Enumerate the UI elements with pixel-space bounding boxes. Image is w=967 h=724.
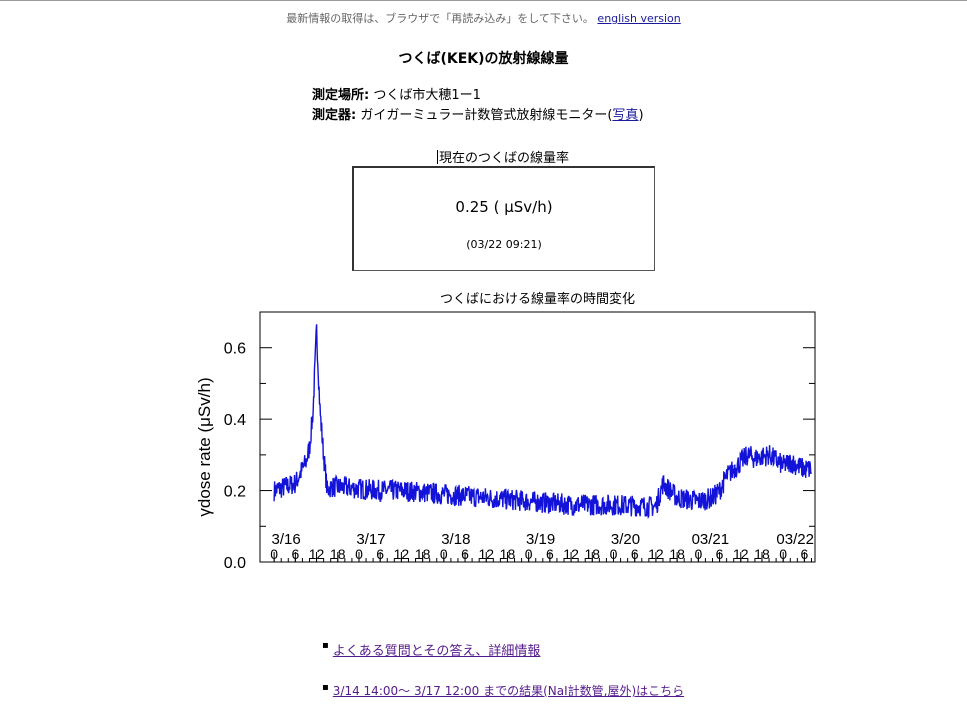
reload-notice-text: 最新情報の取得は、ブラウザで「再読み込み」をして下さい。 bbox=[286, 12, 594, 25]
current-dose-value: 0.25 ( μSv/h) bbox=[455, 198, 553, 216]
dose-rate-chart: 0.0 0.2 0.4 0.6 γdose rate (μSv/h) 3/16 3/17 3/… bbox=[195, 311, 816, 572]
x-date-label: 03/21 bbox=[692, 531, 730, 548]
x-hour-label: 12 bbox=[478, 546, 494, 562]
x-hour-label: 18 bbox=[500, 546, 516, 562]
x-hour-label: 18 bbox=[585, 546, 601, 562]
location-label: 測定場所: bbox=[312, 88, 370, 103]
dose-rate-series-line bbox=[273, 324, 812, 520]
current-dose-timestamp: (03/22 09:21) bbox=[466, 238, 542, 251]
nai-results-link[interactable]: 3/14 14:00～ 3/17 12:00 までの結果(NaI計数管,屋外)は… bbox=[332, 684, 685, 698]
x-hour-label: 6 bbox=[291, 546, 299, 562]
device-label: 測定器: bbox=[312, 108, 357, 123]
x-hour-label: 12 bbox=[648, 546, 664, 562]
x-hour-label: 12 bbox=[733, 546, 749, 562]
y-axis-label: γdose rate (μSv/h) bbox=[195, 377, 214, 516]
page-title: つくば(KEK)の放射線線量 bbox=[398, 51, 569, 67]
x-hour-label: 12 bbox=[309, 546, 325, 562]
device-row: 測定器: ガイガーミュラー計数管式放射線モニター(写真) bbox=[312, 106, 644, 126]
bullet-icon: ▪ bbox=[322, 682, 329, 693]
x-hour-label: 18 bbox=[669, 546, 685, 562]
english-version-link[interactable]: english version bbox=[597, 12, 681, 25]
plot-frame bbox=[259, 311, 816, 563]
x-hour-label: 0 bbox=[694, 546, 702, 562]
x-hour-label: 6 bbox=[800, 546, 808, 562]
location-value: つくば市大穂1ー1 bbox=[373, 88, 481, 103]
text-cursor bbox=[436, 150, 438, 164]
device-close-paren: ) bbox=[638, 108, 644, 123]
x-hour-label: 6 bbox=[461, 546, 469, 562]
x-date-label: 3/20 bbox=[611, 531, 640, 548]
y-tick-label: 0.4 bbox=[224, 412, 246, 429]
measurement-info: 測定場所: つくば市大穂1ー1 測定器: ガイガーミュラー計数管式放射線モニター… bbox=[312, 86, 644, 126]
x-hour-label: 18 bbox=[330, 546, 346, 562]
top-divider bbox=[0, 0, 967, 1]
x-hour-label: 0 bbox=[270, 546, 278, 562]
x-date-label: 3/18 bbox=[441, 531, 470, 548]
x-hour-label: 18 bbox=[415, 546, 431, 562]
footer-links: ▪ よくある質問とその答え、詳細情報 ▪ 3/14 14:00～ 3/17 12:0… bbox=[322, 640, 684, 724]
y-tick-label: 0.6 bbox=[224, 341, 246, 358]
faq-link[interactable]: よくある質問とその答え、詳細情報 bbox=[332, 644, 541, 659]
x-hour-label: 0 bbox=[440, 546, 448, 562]
x-hour-label: 0 bbox=[779, 546, 787, 562]
y-tick-label: 0.0 bbox=[224, 555, 246, 572]
x-hour-label: 0 bbox=[525, 546, 533, 562]
chart-title: つくばにおける線量率の時間変化 bbox=[439, 292, 635, 307]
y-tick-label: 0.2 bbox=[224, 484, 246, 501]
x-hour-label: 6 bbox=[546, 546, 554, 562]
bullet-icon: ▪ bbox=[322, 640, 329, 651]
x-hour-label: 6 bbox=[716, 546, 724, 562]
current-dose-box: 0.25 ( μSv/h) (03/22 09:21) bbox=[352, 166, 655, 271]
location-row: 測定場所: つくば市大穂1ー1 bbox=[312, 86, 644, 106]
device-value: ガイガーミュラー計数管式放射線モニター( bbox=[360, 108, 613, 123]
nai-results-link-row: ▪ 3/14 14:00～ 3/17 12:00 までの結果(NaI計数管,屋外)… bbox=[322, 682, 684, 724]
x-hour-label: 6 bbox=[376, 546, 384, 562]
x-hour-label: 0 bbox=[355, 546, 363, 562]
x-hour-label: 12 bbox=[563, 546, 579, 562]
x-hour-label: 0 bbox=[610, 546, 618, 562]
current-rate-caption-text: 現在のつくばの線量率 bbox=[438, 151, 569, 166]
x-date-label: 3/16 bbox=[272, 531, 301, 548]
photo-link[interactable]: 写真 bbox=[612, 108, 639, 123]
reload-notice: 最新情報の取得は、ブラウザで「再読み込み」をして下さい。 english ver… bbox=[0, 10, 967, 26]
x-date-label: 3/19 bbox=[526, 531, 555, 548]
x-hour-label: 18 bbox=[754, 546, 770, 562]
x-date-label: 3/17 bbox=[356, 531, 385, 548]
x-date-label: 03/22 bbox=[776, 531, 814, 548]
current-rate-caption: 現在のつくばの線量率 bbox=[352, 147, 654, 166]
x-hour-label: 6 bbox=[631, 546, 639, 562]
x-hour-label: 12 bbox=[394, 546, 410, 562]
faq-link-row: ▪ よくある質問とその答え、詳細情報 bbox=[322, 640, 684, 682]
